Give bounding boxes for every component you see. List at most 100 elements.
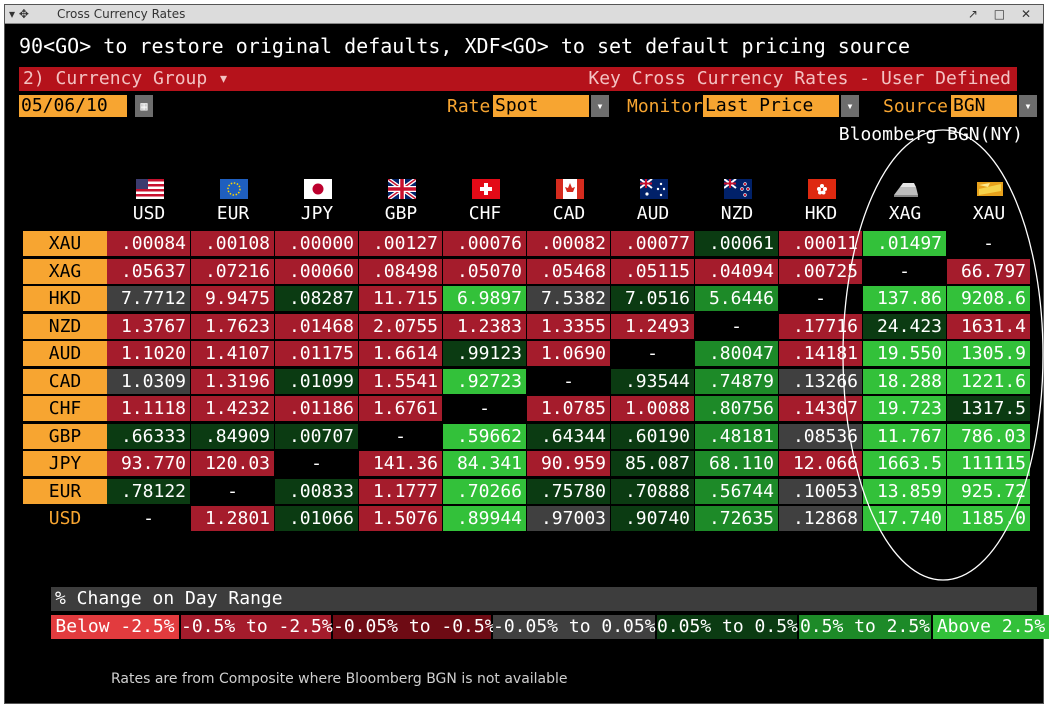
- rate-cell-xag-cad[interactable]: .05468: [527, 258, 610, 284]
- rate-cell-cad-aud[interactable]: .93544: [611, 368, 694, 394]
- rate-cell-nzd-eur[interactable]: 1.7623: [191, 313, 274, 339]
- rate-cell-xag-nzd[interactable]: .04094: [695, 258, 778, 284]
- rate-cell-usd-chf[interactable]: .89944: [443, 506, 526, 531]
- rate-cell-eur-xag[interactable]: 13.859: [863, 478, 946, 504]
- rate-cell-xag-hkd[interactable]: .00725: [779, 258, 862, 284]
- rate-cell-xag-eur[interactable]: .07216: [191, 258, 274, 284]
- rate-cell-aud-usd[interactable]: 1.1020: [107, 341, 190, 366]
- rate-cell-hkd-cad[interactable]: 7.5382: [527, 286, 610, 311]
- rate-cell-xau-xag[interactable]: .01497: [863, 231, 946, 256]
- rate-cell-usd-eur[interactable]: 1.2801: [191, 506, 274, 531]
- rate-cell-xau-gbp[interactable]: .00127: [359, 231, 442, 256]
- rate-cell-nzd-jpy[interactable]: .01468: [275, 313, 358, 339]
- rate-cell-xau-chf[interactable]: .00076: [443, 231, 526, 256]
- row-header-jpy[interactable]: JPY: [23, 451, 107, 476]
- rate-cell-aud-nzd[interactable]: .80047: [695, 341, 778, 366]
- rate-cell-aud-xau[interactable]: 1305.9: [947, 341, 1030, 366]
- rate-cell-xag-xag[interactable]: -: [899, 260, 910, 282]
- rate-cell-jpy-hkd[interactable]: 12.066: [779, 451, 862, 476]
- rate-cell-cad-jpy[interactable]: .01099: [275, 368, 358, 394]
- rate-cell-eur-hkd[interactable]: .10053: [779, 478, 862, 504]
- rate-cell-usd-cad[interactable]: .97003: [527, 506, 610, 531]
- rate-cell-nzd-xau[interactable]: 1631.4: [947, 313, 1030, 339]
- rate-cell-eur-aud[interactable]: .70888: [611, 478, 694, 504]
- rate-cell-usd-usd[interactable]: -: [143, 508, 154, 529]
- rate-cell-chf-cad[interactable]: 1.0785: [527, 396, 610, 421]
- rate-cell-hkd-hkd[interactable]: -: [815, 288, 826, 309]
- rate-cell-gbp-aud[interactable]: .60190: [611, 423, 694, 449]
- rate-cell-xag-gbp[interactable]: .08498: [359, 258, 442, 284]
- row-header-xag[interactable]: XAG: [23, 258, 107, 284]
- row-header-usd[interactable]: USD: [48, 508, 82, 529]
- rate-cell-gbp-xau[interactable]: 786.03: [947, 423, 1030, 449]
- rate-cell-hkd-xag[interactable]: 137.86: [863, 286, 946, 311]
- rate-dropdown-icon[interactable]: ▾: [591, 95, 609, 117]
- rate-cell-hkd-xau[interactable]: 9208.6: [947, 286, 1030, 311]
- row-header-gbp[interactable]: GBP: [23, 423, 107, 449]
- rate-cell-xag-usd[interactable]: .05637: [107, 258, 190, 284]
- row-header-cad[interactable]: CAD: [23, 368, 107, 394]
- rate-cell-cad-usd[interactable]: 1.0309: [107, 368, 190, 394]
- rate-cell-xau-jpy[interactable]: .00000: [275, 231, 358, 256]
- rate-cell-eur-nzd[interactable]: .56744: [695, 478, 778, 504]
- rate-cell-jpy-usd[interactable]: 93.770: [107, 451, 190, 476]
- rate-cell-cad-gbp[interactable]: 1.5541: [359, 368, 442, 394]
- rate-cell-gbp-eur[interactable]: .84909: [191, 423, 274, 449]
- rate-cell-usd-jpy[interactable]: .01066: [275, 506, 358, 531]
- rate-cell-aud-xag[interactable]: 19.550: [863, 341, 946, 366]
- rate-cell-cad-eur[interactable]: 1.3196: [191, 368, 274, 394]
- rate-cell-gbp-xag[interactable]: 11.767: [863, 423, 946, 449]
- rate-cell-nzd-hkd[interactable]: .17716: [779, 313, 862, 339]
- rate-cell-jpy-xag[interactable]: 1663.5: [863, 451, 946, 476]
- rate-cell-hkd-chf[interactable]: 6.9897: [443, 286, 526, 311]
- rate-cell-aud-gbp[interactable]: 1.6614: [359, 341, 442, 366]
- rate-cell-hkd-jpy[interactable]: .08287: [275, 286, 358, 311]
- rate-cell-xag-chf[interactable]: .05070: [443, 258, 526, 284]
- rate-cell-chf-gbp[interactable]: 1.6761: [359, 396, 442, 421]
- rate-cell-aud-eur[interactable]: 1.4107: [191, 341, 274, 366]
- rate-select[interactable]: Spot: [493, 95, 589, 117]
- rate-cell-eur-cad[interactable]: .75780: [527, 478, 610, 504]
- rate-cell-gbp-hkd[interactable]: .08536: [779, 423, 862, 449]
- rate-cell-usd-xag[interactable]: 17.740: [863, 506, 946, 531]
- rate-cell-xau-nzd[interactable]: .00061: [695, 231, 778, 256]
- rate-cell-chf-aud[interactable]: 1.0088: [611, 396, 694, 421]
- rate-cell-xau-usd[interactable]: .00084: [107, 231, 190, 256]
- calendar-icon[interactable]: ▦: [135, 95, 153, 117]
- rate-cell-gbp-jpy[interactable]: .00707: [275, 423, 358, 449]
- rate-cell-xau-eur[interactable]: .00108: [191, 231, 274, 256]
- rate-cell-jpy-jpy[interactable]: -: [311, 453, 322, 474]
- rate-cell-nzd-gbp[interactable]: 2.0755: [359, 313, 442, 339]
- row-header-aud[interactable]: AUD: [23, 341, 107, 366]
- rate-cell-usd-xau[interactable]: 1185.0: [947, 506, 1030, 531]
- rate-cell-gbp-cad[interactable]: .64344: [527, 423, 610, 449]
- rate-cell-nzd-nzd[interactable]: -: [731, 315, 742, 337]
- rate-cell-usd-hkd[interactable]: .12868: [779, 506, 862, 531]
- rate-cell-cad-xag[interactable]: 18.288: [863, 368, 946, 394]
- date-field[interactable]: 05/06/10: [19, 95, 127, 117]
- rate-cell-chf-xau[interactable]: 1317.5: [947, 396, 1030, 421]
- rate-cell-nzd-chf[interactable]: 1.2383: [443, 313, 526, 339]
- rate-cell-cad-cad[interactable]: -: [563, 370, 574, 392]
- rate-cell-aud-aud[interactable]: -: [647, 343, 658, 364]
- rate-cell-chf-jpy[interactable]: .01186: [275, 396, 358, 421]
- rate-cell-hkd-nzd[interactable]: 5.6446: [695, 286, 778, 311]
- rate-cell-hkd-aud[interactable]: 7.0516: [611, 286, 694, 311]
- rate-cell-eur-xau[interactable]: 925.72: [947, 478, 1030, 504]
- rate-cell-gbp-usd[interactable]: .66333: [107, 423, 190, 449]
- currency-group-dropdown[interactable]: 2) Currency Group ▾: [23, 68, 229, 89]
- rate-cell-jpy-chf[interactable]: 84.341: [443, 451, 526, 476]
- rate-cell-chf-nzd[interactable]: .80756: [695, 396, 778, 421]
- rate-cell-gbp-chf[interactable]: .59662: [443, 423, 526, 449]
- rate-cell-jpy-cad[interactable]: 90.959: [527, 451, 610, 476]
- row-header-eur[interactable]: EUR: [23, 478, 107, 504]
- rate-cell-xau-hkd[interactable]: .00011: [779, 231, 862, 256]
- rate-cell-hkd-gbp[interactable]: 11.715: [359, 286, 442, 311]
- window-controls[interactable]: ↗ □ ✕: [967, 7, 1037, 21]
- rate-cell-nzd-cad[interactable]: 1.3355: [527, 313, 610, 339]
- source-dropdown-icon[interactable]: ▾: [1019, 95, 1037, 117]
- rate-cell-xag-jpy[interactable]: .00060: [275, 258, 358, 284]
- rate-cell-usd-gbp[interactable]: 1.5076: [359, 506, 442, 531]
- rate-cell-xag-aud[interactable]: .05115: [611, 258, 694, 284]
- rate-cell-aud-cad[interactable]: 1.0690: [527, 341, 610, 366]
